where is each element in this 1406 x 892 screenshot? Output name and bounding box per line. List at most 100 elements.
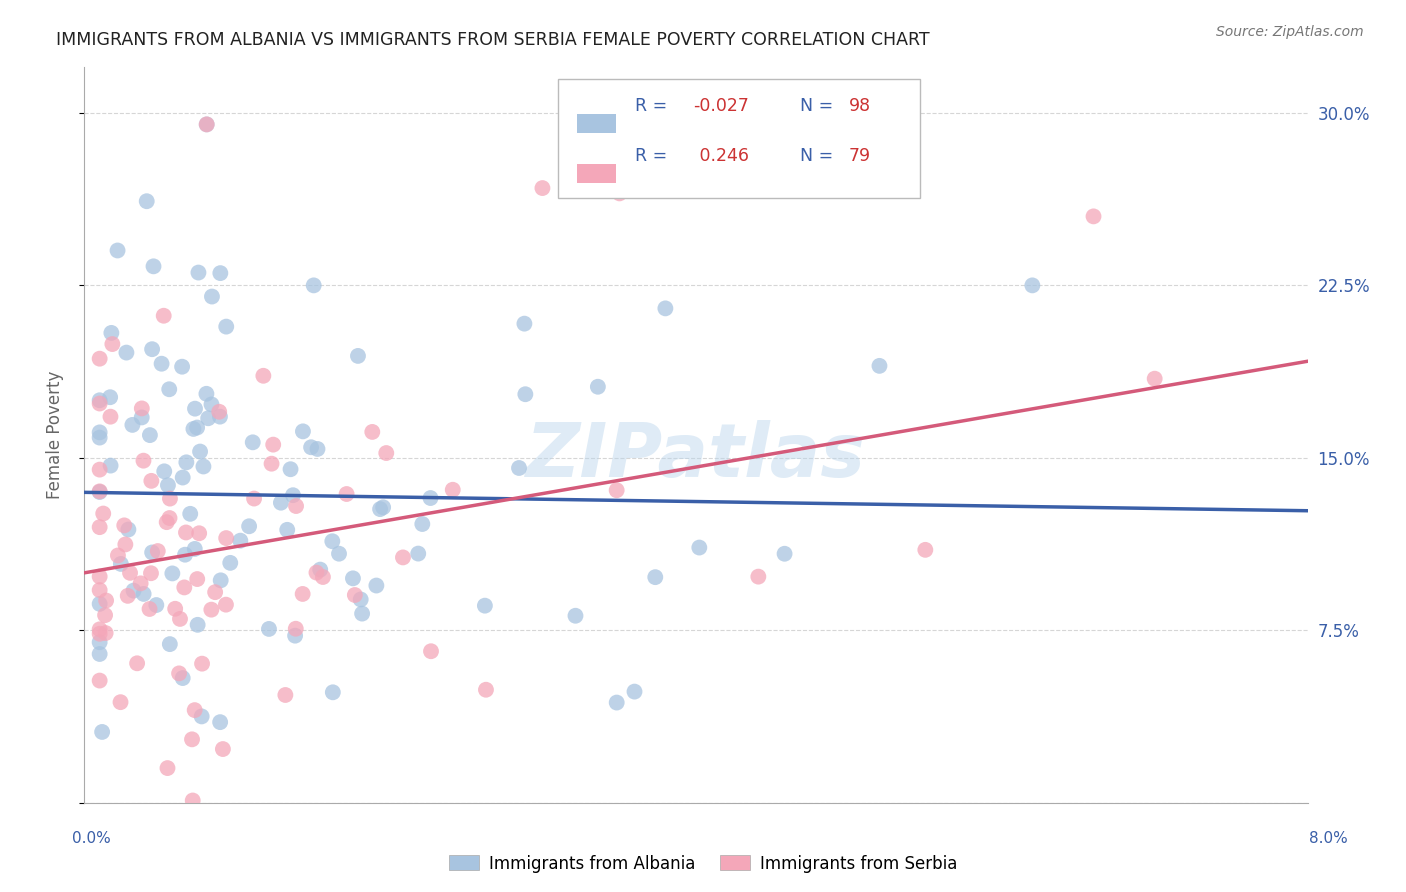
Point	[606, 483, 628, 498]
Point	[187, 266, 209, 280]
Point	[262, 437, 284, 451]
Point	[242, 435, 264, 450]
Point	[474, 599, 496, 613]
Text: -0.027: -0.027	[693, 97, 749, 115]
Point	[89, 351, 111, 366]
Point	[115, 345, 138, 359]
Point	[212, 742, 235, 756]
Text: IMMIGRANTS FROM ALBANIA VS IMMIGRANTS FROM SERBIA FEMALE POVERTY CORRELATION CHA: IMMIGRANTS FROM ALBANIA VS IMMIGRANTS FR…	[56, 31, 929, 49]
Point	[139, 428, 162, 442]
Point	[183, 703, 205, 717]
Point	[209, 266, 232, 280]
Point	[299, 440, 322, 454]
Point	[531, 181, 554, 195]
Point	[152, 309, 174, 323]
Point	[215, 319, 238, 334]
Point	[94, 608, 117, 623]
Point	[188, 444, 211, 458]
Point	[187, 617, 209, 632]
Point	[110, 695, 132, 709]
Point	[89, 583, 111, 598]
Point	[150, 357, 173, 371]
Text: N =: N =	[800, 97, 839, 115]
Point	[1021, 278, 1043, 293]
Point	[110, 557, 132, 571]
Point	[173, 581, 195, 595]
Point	[100, 458, 122, 473]
FancyBboxPatch shape	[578, 164, 616, 183]
Point	[89, 569, 111, 583]
Point	[117, 523, 139, 537]
Point	[1083, 210, 1105, 224]
Point	[100, 326, 122, 340]
Point	[654, 301, 676, 316]
Point	[200, 397, 222, 411]
Point	[141, 545, 163, 559]
Point	[515, 387, 537, 401]
Point	[159, 511, 181, 525]
Point	[366, 578, 388, 592]
Point	[89, 462, 111, 476]
Point	[215, 598, 238, 612]
Point	[157, 382, 180, 396]
Point	[368, 502, 391, 516]
Point	[281, 488, 304, 502]
Point	[209, 715, 232, 730]
Point	[146, 544, 169, 558]
Point	[688, 541, 710, 555]
Point	[307, 442, 329, 456]
Text: 79: 79	[849, 147, 870, 165]
Point	[375, 446, 398, 460]
Point	[309, 563, 332, 577]
Point	[132, 587, 155, 601]
Point	[114, 537, 136, 551]
Point	[609, 186, 631, 201]
Point	[172, 359, 194, 374]
Point	[336, 487, 359, 501]
Point	[322, 685, 344, 699]
Point	[343, 588, 366, 602]
Point	[243, 491, 266, 506]
Point	[89, 647, 111, 661]
Point	[159, 637, 181, 651]
Text: R =: R =	[636, 147, 672, 165]
Legend: Immigrants from Albania, Immigrants from Serbia: Immigrants from Albania, Immigrants from…	[441, 848, 965, 880]
Point	[606, 696, 628, 710]
Point	[419, 491, 441, 505]
Point	[89, 396, 111, 410]
Point	[208, 405, 231, 419]
Point	[89, 626, 111, 640]
Point	[284, 629, 307, 643]
Point	[145, 598, 167, 612]
Point	[190, 709, 212, 723]
Point	[165, 601, 187, 615]
Point	[1143, 372, 1166, 386]
Point	[156, 478, 179, 492]
Point	[209, 574, 232, 588]
Point	[219, 556, 242, 570]
Point	[475, 682, 498, 697]
Point	[107, 549, 129, 563]
Point	[302, 278, 325, 293]
Point	[284, 622, 307, 636]
Y-axis label: Female Poverty: Female Poverty	[45, 371, 63, 499]
Point	[184, 541, 207, 556]
Point	[176, 455, 198, 469]
Point	[107, 244, 129, 258]
Point	[586, 380, 609, 394]
Point	[89, 393, 111, 408]
Point	[188, 526, 211, 541]
Point	[91, 725, 114, 739]
Point	[441, 483, 464, 497]
Point	[139, 566, 162, 581]
Point	[195, 117, 218, 131]
Point	[869, 359, 891, 373]
Point	[132, 453, 155, 467]
Point	[89, 597, 111, 611]
Point	[347, 349, 370, 363]
Point	[153, 464, 176, 478]
Text: 98: 98	[849, 97, 870, 115]
Point	[260, 457, 283, 471]
Point	[361, 425, 384, 439]
Point	[321, 534, 343, 549]
